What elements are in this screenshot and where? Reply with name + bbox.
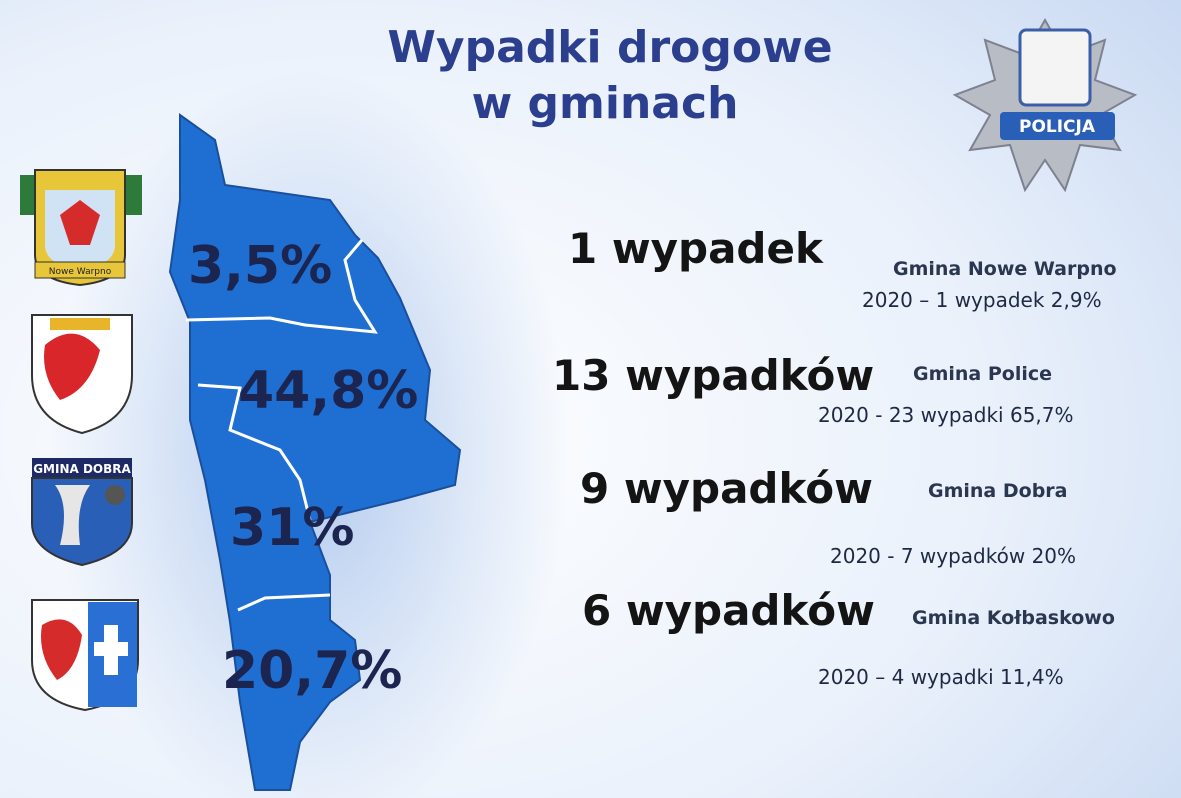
map-label: 31% [230,498,354,558]
gmina-name: Gmina Dobra [928,480,1068,502]
accident-count: 13 wypadków [552,351,874,400]
accident-count: 6 wypadków [582,586,875,635]
boundaries [185,239,378,612]
previous-year: 2020 - 7 wypadków 20% [830,544,1076,568]
previous-year: 2020 – 4 wypadki 11,4% [818,665,1064,689]
map-label: 44,8% [238,361,418,421]
accident-count: 1 wypadek [568,224,824,273]
previous-year: 2020 – 1 wypadek 2,9% [862,288,1102,312]
crest: GMINA DOBRA [31,458,133,567]
crest [31,314,133,435]
map [168,113,462,791]
title-line: Wypadki drogowe [387,22,832,73]
crest-label: Nowe Warpno [49,267,112,277]
police-badge: POLICJA [952,17,1138,193]
crest [31,599,139,712]
accident-count: 9 wypadków [580,464,873,513]
gmina-name: Gmina Police [913,363,1052,385]
badge-label: POLICJA [1019,117,1096,137]
previous-year: 2020 - 23 wypadki 65,7% [818,403,1074,427]
title-line: w gminach [472,78,739,129]
crest-label: GMINA DOBRA [33,462,131,476]
gmina-name: Gmina Nowe Warpno [893,258,1117,280]
gmina-name: Gmina Kołbaskowo [912,607,1115,629]
map-label: 20,7% [222,641,402,701]
crest: Nowe Warpno [20,169,142,287]
map-label: 3,5% [188,236,332,296]
